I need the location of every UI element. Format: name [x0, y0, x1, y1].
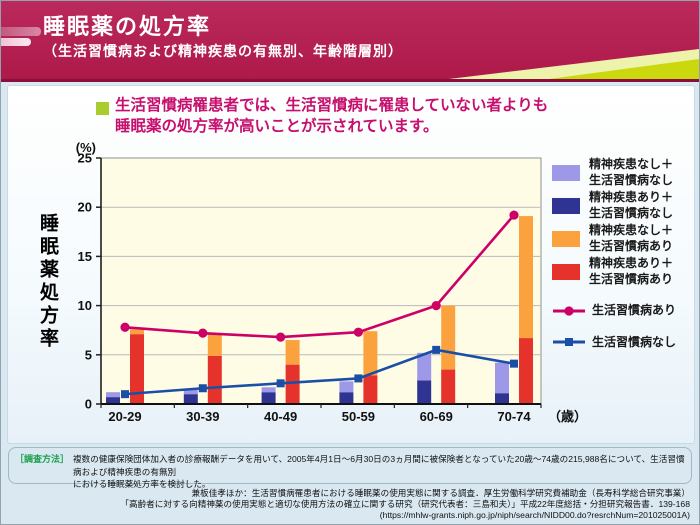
legend-label: 精神疾患あり＋ [589, 256, 674, 270]
legend-item: 生活習慣病なし [552, 335, 699, 351]
legend-item: 精神疾患あり＋ 生活習慣病あり [552, 256, 699, 287]
page-subtitle: （生活習慣病および精神疾患の有無別、年齢階層別） [43, 43, 403, 59]
key-message-bullet-icon [96, 102, 109, 115]
method-note-box: ［調査方法］ 複数の健康保険団体加入者の診療報酬データを用いて、2005年4月1… [8, 447, 692, 489]
legend-item: 精神疾患なし＋ 生活習慣病あり [552, 223, 699, 254]
svg-text:（歳）: （歳） [548, 409, 587, 424]
legend-item: 精神疾患あり＋ 生活習慣病なし [552, 190, 699, 221]
legend-item: 精神疾患なし＋ 生活習慣病なし [552, 157, 699, 188]
method-note-label: ［調査方法］ [15, 454, 70, 464]
header-stripe-decoration-2 [1, 38, 31, 46]
svg-text:60-69: 60-69 [420, 409, 453, 424]
legend-swatch-orange-icon [552, 230, 580, 247]
svg-text:20-29: 20-29 [108, 409, 141, 424]
key-message: 生活習慣病罹患者では、生活習慣病に罹患していない者よりも 睡眠薬の処方率が高いこ… [115, 95, 548, 137]
svg-text:0: 0 [85, 397, 92, 412]
chart-canvas: 0 5 10 15 20 25 20-29 30-39 40-49 50-59 60-69 70-74… [76, 140, 587, 424]
svg-text:5: 5 [85, 347, 92, 362]
header-underline [1, 79, 699, 82]
method-note-line1: 複数の健康保険団体加入者の診療報酬データを用いて、2005年4月1日～6月30日… [73, 454, 685, 477]
chart-legend: 精神疾患なし＋ 生活習慣病なし 精神疾患あり＋ 生活習慣病なし 精神疾患なし＋ 生活習… [552, 157, 699, 352]
legend-swatch-navy-icon [552, 197, 580, 214]
svg-text:50-59: 50-59 [342, 409, 375, 424]
key-message-line1: 生活習慣病罹患者では、生活習慣病に罹患していない者よりも [115, 97, 549, 114]
citation-block: 兼板佳孝ほか：生活習慣病罹患者における睡眠薬の使用実態に関する調査．厚生労働科学… [41, 488, 690, 521]
legend-label: 生活習慣病あり [592, 303, 677, 317]
svg-text:10: 10 [78, 298, 92, 313]
legend-label: 精神疾患なし＋ [589, 223, 674, 237]
header-band: 睡眠薬の処方率 （生活習慣病および精神疾患の有無別、年齢階層別） [1, 1, 699, 79]
y-axis-title: 睡眠薬処方率 [37, 213, 58, 351]
page-title: 睡眠薬の処方率 [43, 14, 212, 39]
prescription-rate-chart: 0 5 10 15 20 25 20-29 30-39 40-49 50-59 60-69 70-74… [1, 140, 599, 433]
citation-url: (https://mhlw-grants.niph.go.jp/niph/sea… [379, 510, 690, 520]
citation-line1: 兼板佳孝ほか：生活習慣病罹患者における睡眠薬の使用実態に関する調査．厚生労働科学… [191, 488, 690, 498]
method-note-text: 複数の健康保険団体加入者の診療報酬データを用いて、2005年4月1日～6月30日… [73, 453, 685, 491]
legend-item: 生活習慣病あり [552, 303, 699, 319]
svg-text:(%): (%) [76, 141, 96, 155]
legend-swatch-red-icon [552, 263, 580, 280]
svg-text:15: 15 [78, 249, 92, 264]
key-message-line2: 睡眠薬の処方率が高いことが示されています。 [115, 118, 439, 135]
legend-swatch-lavender-icon [552, 164, 580, 181]
svg-text:25: 25 [78, 151, 92, 166]
svg-text:20: 20 [78, 200, 92, 215]
legend-line-circle-icon [552, 304, 586, 318]
svg-text:40-49: 40-49 [264, 409, 297, 424]
method-note-line2: における睡眠薬処方率を検討した。 [73, 479, 211, 489]
svg-text:70-74: 70-74 [497, 409, 531, 424]
citation-line2: 「高齢者に対する向精神薬の使用実態と適切な使用方法の確立に関する研究（研究代表者… [120, 499, 690, 509]
legend-label: 生活習慣病なし [592, 334, 677, 349]
legend-label: 精神疾患なし＋ [589, 157, 674, 171]
header-stripe-decoration-1 [1, 27, 41, 36]
legend-line-square-icon [552, 335, 586, 349]
svg-text:30-39: 30-39 [186, 409, 219, 424]
legend-label: 精神疾患あり＋ [589, 190, 674, 204]
